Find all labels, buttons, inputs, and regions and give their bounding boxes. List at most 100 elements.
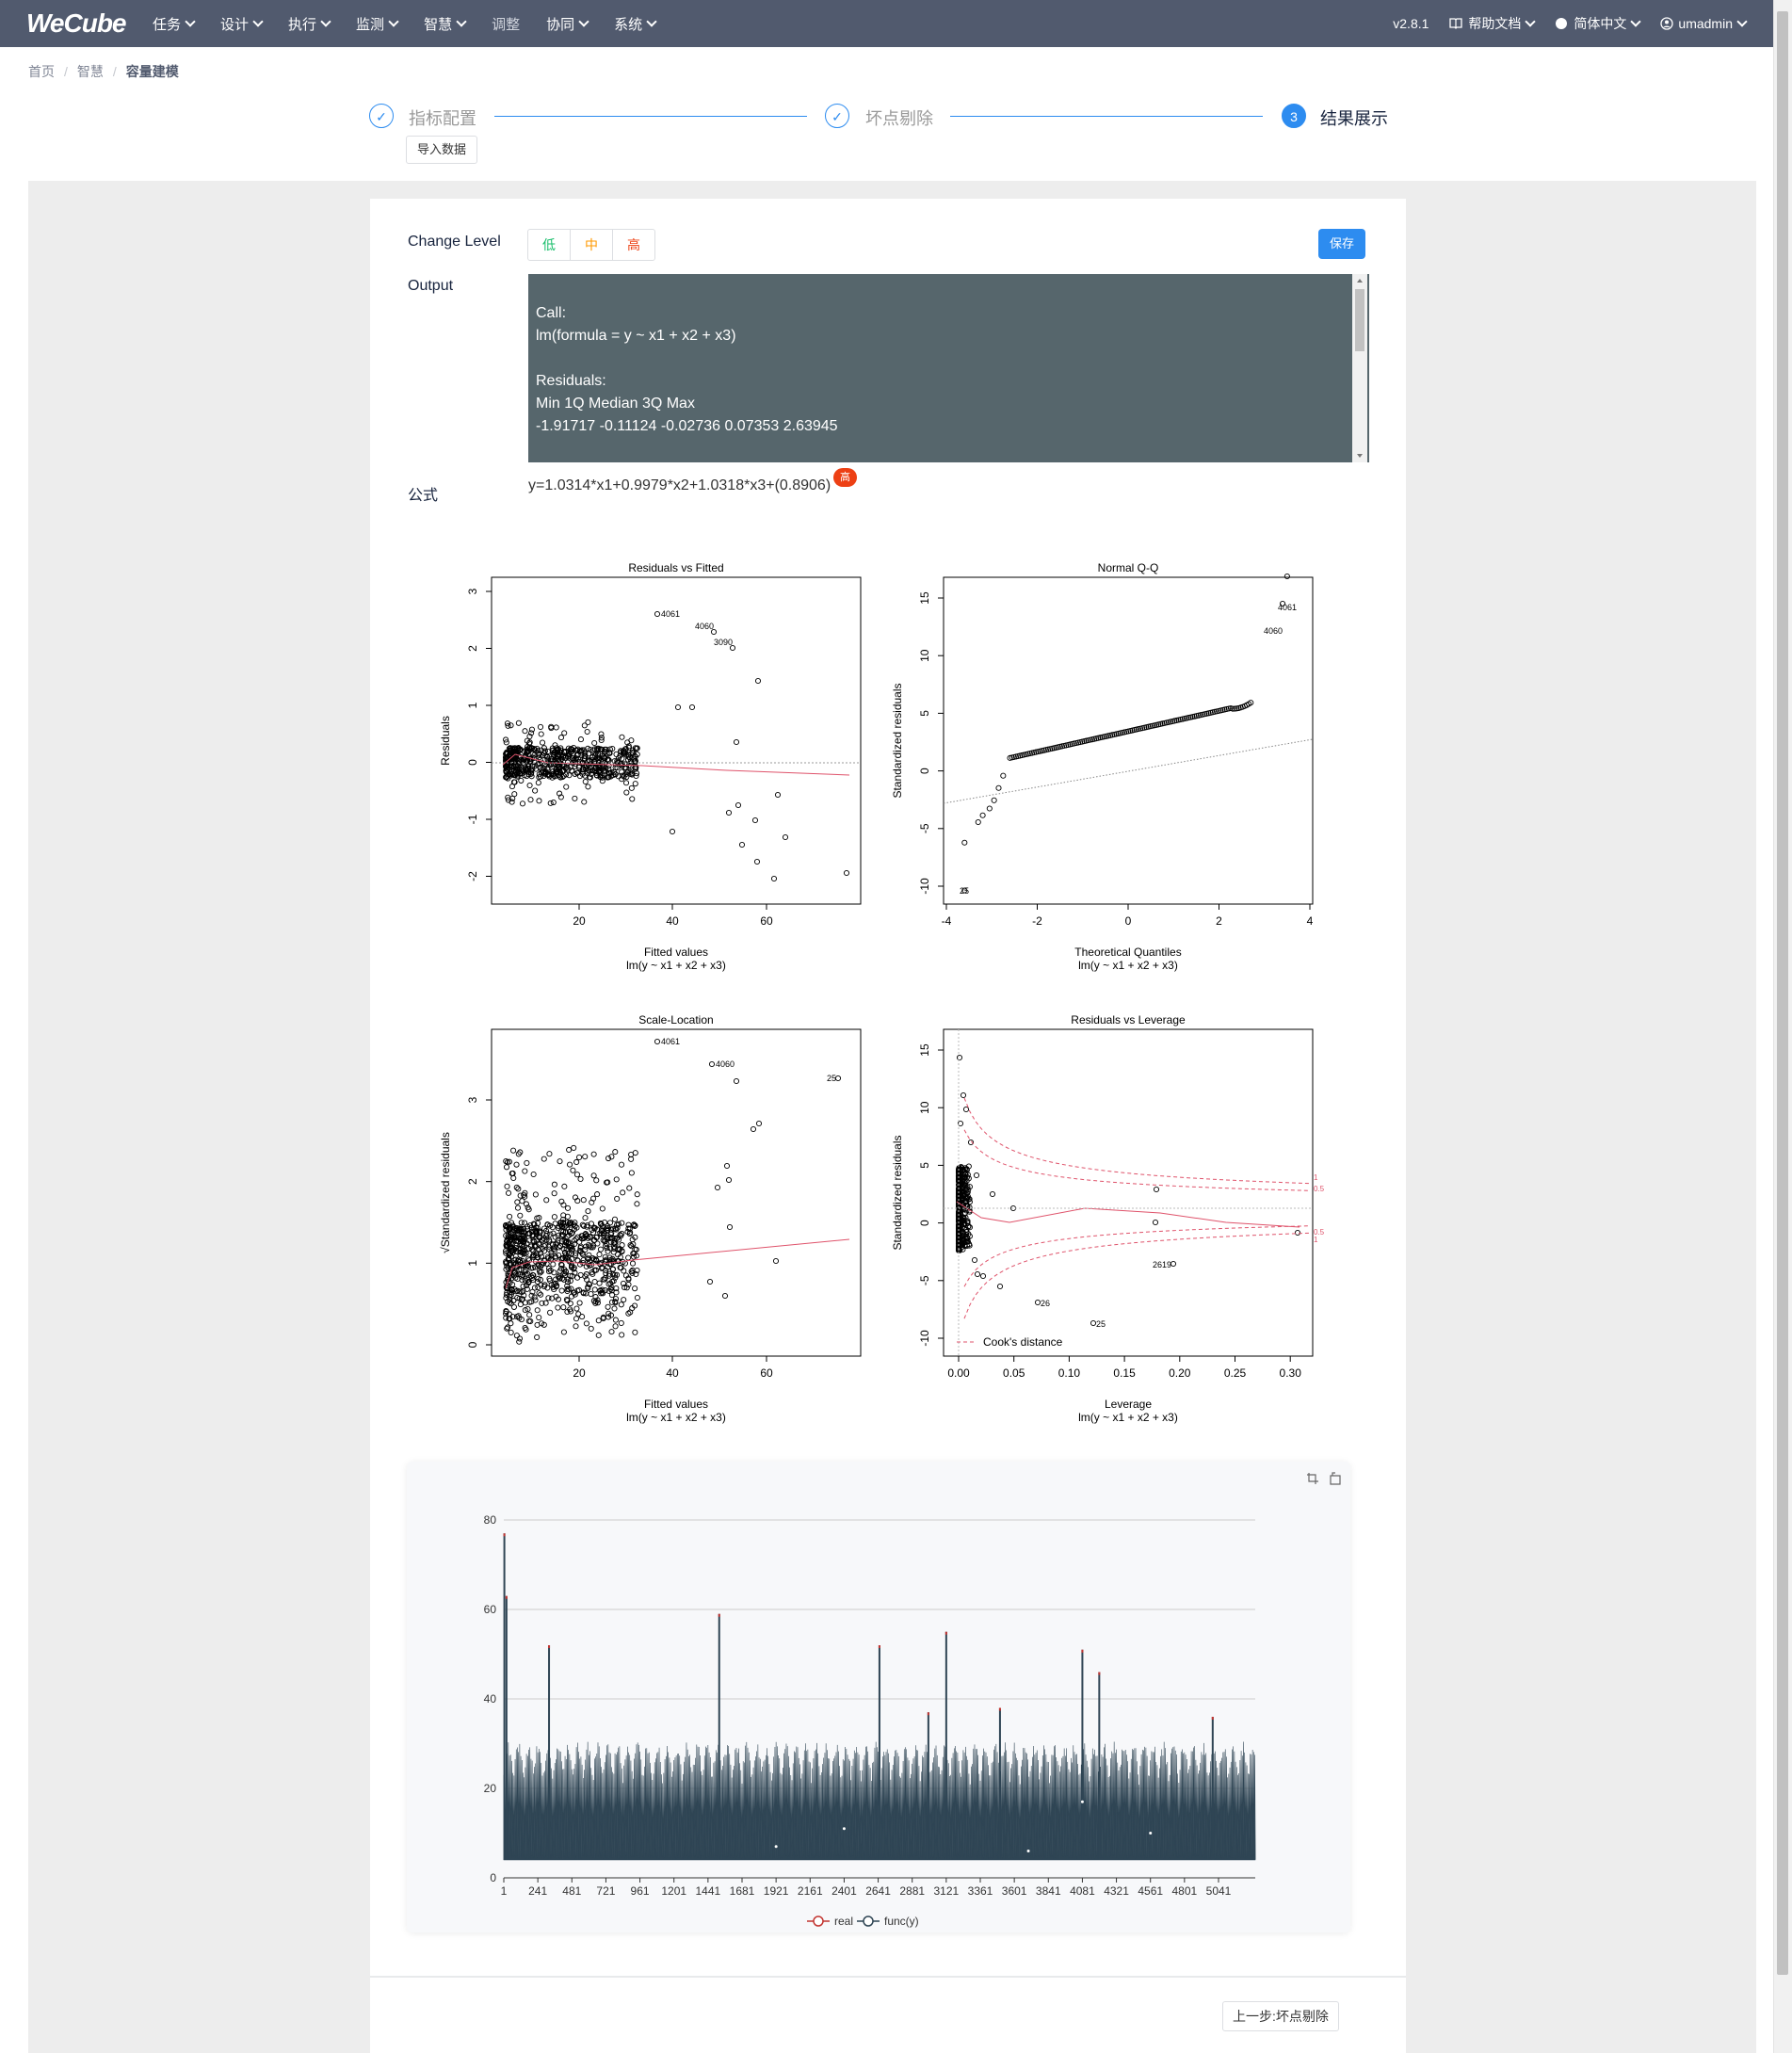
leverage-point bbox=[963, 1242, 971, 1250]
scale-point bbox=[524, 1159, 530, 1166]
nav-item-wisdom[interactable]: 智慧 bbox=[424, 14, 467, 34]
residual-point bbox=[576, 759, 583, 766]
residual-point bbox=[654, 610, 661, 618]
previous-step-button[interactable]: 上一步:坏点剔除 bbox=[1222, 2001, 1339, 2031]
scale-point bbox=[520, 1236, 526, 1242]
residual-point bbox=[592, 764, 600, 770]
residual-point bbox=[547, 758, 554, 765]
scale-point bbox=[546, 1222, 553, 1229]
chevron-down-icon bbox=[388, 16, 399, 27]
scale-point bbox=[612, 1299, 619, 1305]
scale-point bbox=[606, 1235, 613, 1242]
scale-point bbox=[568, 1293, 575, 1300]
scale-point bbox=[551, 1281, 557, 1287]
y-tick-label: 0 bbox=[490, 1871, 496, 1884]
residual-point bbox=[582, 778, 589, 785]
residual-point bbox=[623, 789, 630, 796]
step-connector bbox=[950, 116, 1263, 117]
leverage-point bbox=[996, 1283, 1004, 1290]
point-label: 4061 bbox=[661, 609, 680, 619]
scale-point bbox=[605, 1303, 611, 1310]
residual-points bbox=[502, 1038, 842, 1345]
residual-point bbox=[738, 841, 746, 849]
output-console[interactable]: Call: lm(formula = y ~ x1 + x2 + x3) Res… bbox=[528, 274, 1369, 462]
residual-point bbox=[532, 746, 539, 752]
leverage-point bbox=[962, 1106, 970, 1113]
scale-point bbox=[573, 1224, 580, 1231]
residual-point bbox=[628, 784, 635, 791]
language-menu[interactable]: 简体中文 bbox=[1555, 14, 1642, 33]
zoom-icon[interactable] bbox=[1305, 1471, 1320, 1486]
save-button[interactable]: 保存 bbox=[1318, 229, 1365, 259]
scale-point bbox=[565, 1238, 572, 1245]
residual-point bbox=[527, 770, 534, 777]
nav-item-monitor[interactable]: 监测 bbox=[356, 14, 399, 34]
breadcrumb-wisdom[interactable]: 智慧 bbox=[76, 64, 104, 79]
nav-item-execute[interactable]: 执行 bbox=[288, 14, 331, 34]
series-real-point bbox=[1026, 1850, 1030, 1852]
residual-point bbox=[782, 833, 789, 841]
x-tick-label: 3121 bbox=[934, 1884, 960, 1898]
residual-point bbox=[621, 773, 627, 780]
breadcrumb-home[interactable]: 首页 bbox=[28, 64, 55, 79]
scale-point bbox=[519, 1289, 525, 1296]
scale-point bbox=[505, 1285, 511, 1292]
scale-point bbox=[628, 1151, 635, 1158]
leverage-point bbox=[956, 1054, 963, 1061]
x-tick-label: 1441 bbox=[696, 1884, 721, 1898]
nav-item-adjust[interactable]: 调整 bbox=[492, 14, 520, 34]
output-line: Residuals: bbox=[536, 373, 606, 389]
nav-item-collab[interactable]: 协同 bbox=[546, 14, 589, 34]
scale-point bbox=[541, 1282, 548, 1288]
scale-point bbox=[631, 1250, 638, 1256]
output-scrollbar[interactable] bbox=[1352, 274, 1367, 462]
leverage-point bbox=[967, 1139, 975, 1146]
scale-point bbox=[529, 1233, 536, 1239]
user-menu[interactable]: umadmin bbox=[1660, 16, 1748, 31]
residual-point bbox=[753, 858, 761, 865]
user-icon bbox=[1660, 17, 1674, 30]
scale-point bbox=[589, 1199, 595, 1205]
scale-point bbox=[536, 1241, 542, 1248]
scale-point bbox=[564, 1287, 571, 1295]
residual-point bbox=[613, 751, 620, 757]
scale-point bbox=[605, 1272, 612, 1279]
level-medium-button[interactable]: 中 bbox=[571, 230, 613, 260]
level-high-button[interactable]: 高 bbox=[627, 237, 640, 252]
restore-icon[interactable] bbox=[1328, 1471, 1343, 1486]
scale-point bbox=[560, 1246, 567, 1253]
point-label: 4060 bbox=[695, 622, 714, 631]
main-nav: 任务 设计 执行 监测 智慧 调整 协同 系统 bbox=[153, 0, 682, 47]
wecube-logo[interactable]: WeCube bbox=[26, 8, 126, 38]
nav-item-design[interactable]: 设计 bbox=[220, 14, 264, 34]
scale-point bbox=[571, 1265, 577, 1271]
import-data-button[interactable]: 导入数据 bbox=[406, 136, 477, 164]
scale-point bbox=[513, 1161, 520, 1168]
residual-point bbox=[592, 752, 599, 759]
plot-xlabel: Fitted values bbox=[644, 1398, 708, 1411]
leverage-point bbox=[1034, 1299, 1041, 1306]
residual-point bbox=[596, 765, 603, 771]
scrollbar-thumb[interactable] bbox=[1777, 11, 1788, 1975]
help-docs-menu[interactable]: 帮助文档 bbox=[1449, 14, 1537, 33]
output-scrollbar-thumb[interactable] bbox=[1355, 289, 1364, 351]
nav-label: 智慧 bbox=[424, 16, 453, 33]
scale-point bbox=[573, 1158, 580, 1166]
nav-item-system[interactable]: 系统 bbox=[614, 14, 657, 34]
x-tick-label: 3601 bbox=[1002, 1884, 1027, 1898]
scale-point bbox=[524, 1285, 530, 1292]
scale-point bbox=[527, 1317, 534, 1325]
nav-label: 系统 bbox=[614, 16, 643, 33]
scale-point bbox=[513, 1271, 520, 1278]
residual-point bbox=[581, 722, 588, 729]
residual-point bbox=[521, 768, 527, 774]
nav-item-tasks[interactable]: 任务 bbox=[153, 14, 196, 34]
scale-point bbox=[515, 1151, 522, 1157]
cooks-contour bbox=[963, 1097, 1310, 1185]
residual-point bbox=[549, 756, 556, 763]
point-label: 26 bbox=[1041, 1299, 1050, 1308]
residual-point bbox=[619, 755, 625, 762]
scale-point bbox=[632, 1234, 638, 1240]
page-scrollbar[interactable] bbox=[1773, 0, 1792, 2053]
level-low-button[interactable]: 低 bbox=[528, 230, 571, 260]
